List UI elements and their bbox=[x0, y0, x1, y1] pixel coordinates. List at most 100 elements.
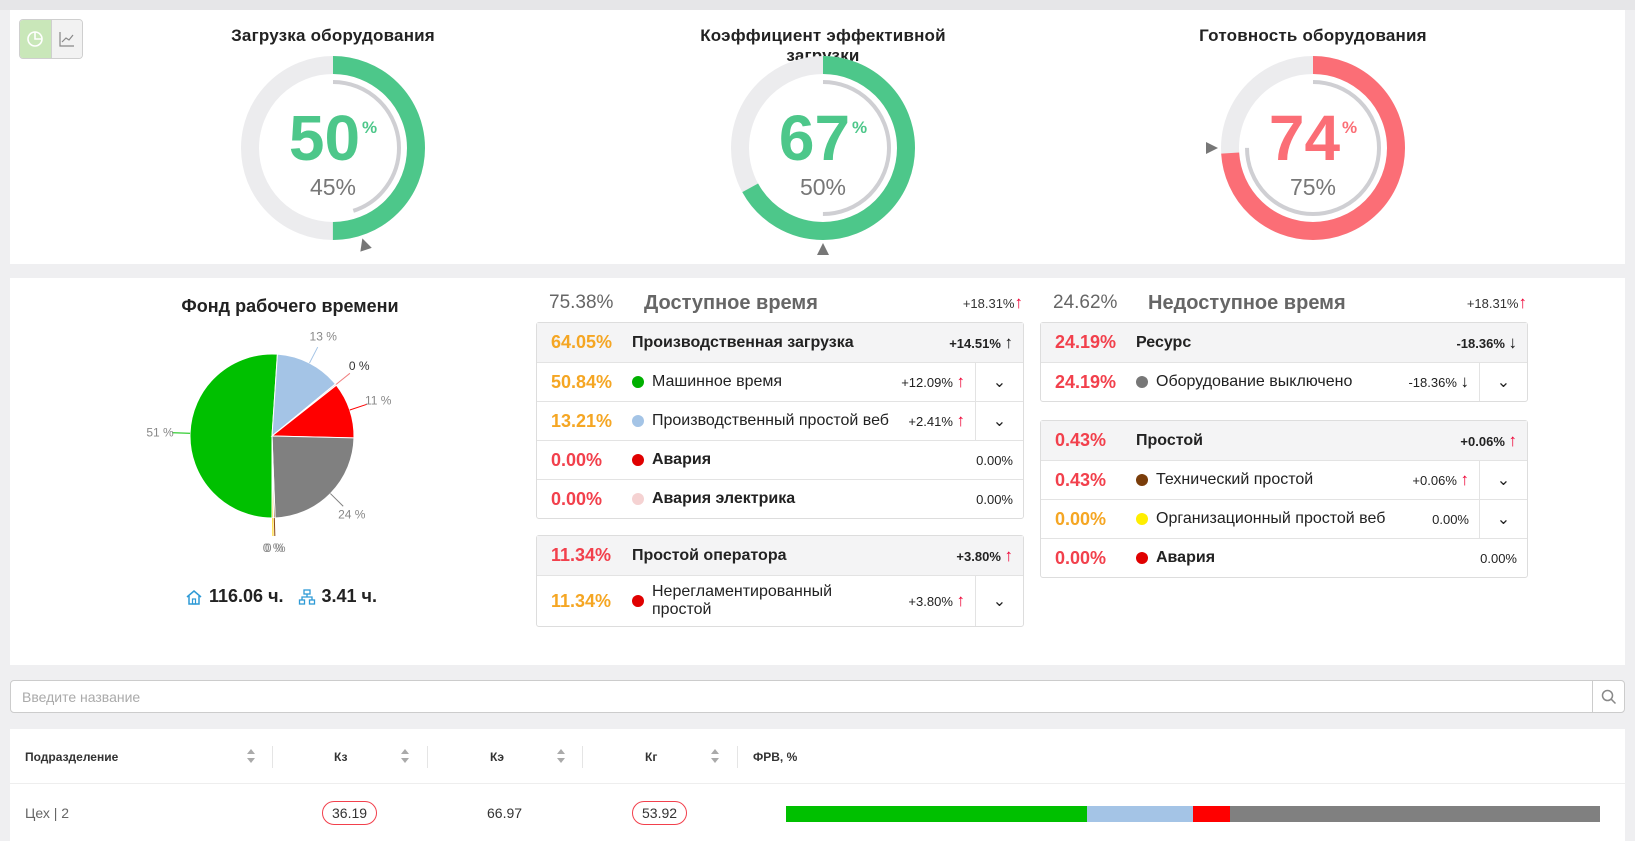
sort-icon[interactable] bbox=[556, 748, 566, 764]
column-header-department[interactable]: Подразделение bbox=[25, 729, 118, 784]
gauge-ring bbox=[1206, 56, 1405, 240]
metric-row[interactable]: 50.84% Машинное время +12.09% ↑ ⌄ bbox=[537, 362, 1023, 401]
arrow-up-icon: ↑ bbox=[956, 591, 966, 610]
metric-label-text: Простой bbox=[1136, 431, 1203, 449]
metric-delta: -18.36% ↓ bbox=[1456, 332, 1517, 352]
sort-icon[interactable] bbox=[400, 748, 410, 764]
column-header-kg[interactable]: Кг bbox=[645, 729, 657, 784]
metric-value: 0.00% bbox=[1055, 508, 1107, 529]
metric-row[interactable]: 13.21% Производственный простой веб +2.41%… bbox=[537, 401, 1023, 440]
legend-dot bbox=[632, 376, 644, 388]
metric-row[interactable]: 0.00% Авария 0.00% bbox=[537, 440, 1023, 479]
pie-slice-label: 13 % bbox=[310, 330, 338, 343]
sort-icon[interactable] bbox=[246, 748, 256, 764]
chevron-down-icon[interactable]: ⌄ bbox=[975, 576, 1023, 626]
chevron-down-icon[interactable]: ⌄ bbox=[1479, 363, 1527, 401]
unavailable-time-title: Недоступное время bbox=[1148, 291, 1346, 314]
chevron-down-icon[interactable]: ⌄ bbox=[1479, 461, 1527, 499]
table-row[interactable]: Цех | 2 36.19 66.97 53.92 bbox=[10, 784, 1625, 841]
line-view-button[interactable] bbox=[50, 20, 82, 58]
arrow-up-icon: ↑ bbox=[1508, 430, 1518, 450]
gauge-value-number: 67 bbox=[778, 102, 851, 174]
arrow-up-icon: ↑ bbox=[1460, 470, 1470, 489]
arrow-up-icon: ↑ bbox=[1004, 332, 1014, 352]
metric-row[interactable]: 24.19% Оборудование выключено -18.36% ↓ ⌄ bbox=[1041, 362, 1527, 401]
arrow-up-icon: ↑ bbox=[956, 372, 966, 391]
gauge-ring bbox=[241, 56, 425, 252]
chevron-down-icon[interactable]: ⌄ bbox=[975, 402, 1023, 440]
column-separator bbox=[427, 746, 428, 768]
chevron-down-icon[interactable]: ⌄ bbox=[1479, 500, 1527, 538]
arrow-up-icon: ↑ bbox=[1014, 293, 1024, 312]
group-header-row: 11.34% Простой оператора +3.80% ↑ bbox=[537, 536, 1023, 575]
metric-value: 0.43% bbox=[1055, 430, 1107, 450]
cell-ke: 66.97 bbox=[487, 804, 523, 821]
gauge-value: 74% bbox=[1163, 106, 1463, 170]
metric-delta: +0.06% ↑ bbox=[1412, 470, 1470, 489]
metric-value: 64.05% bbox=[551, 332, 613, 352]
search-box bbox=[10, 680, 1625, 713]
group-header-row: 64.05% Производственная загрузка +14.51% ↑ bbox=[537, 323, 1023, 362]
column-separator bbox=[582, 746, 583, 768]
metric-label: Авария bbox=[632, 451, 976, 469]
metric-label-text: Производственный простой веб bbox=[652, 412, 889, 429]
legend-dot bbox=[632, 454, 644, 466]
gauge-value-arc bbox=[241, 56, 425, 240]
pie-title: Фонд рабочего времени bbox=[181, 296, 399, 316]
column-header-label: Подразделение bbox=[25, 749, 119, 764]
metric-delta: +3.80% ↑ bbox=[908, 591, 966, 610]
gauge-value-number: 74 bbox=[1268, 102, 1341, 174]
pie-view-button[interactable] bbox=[20, 20, 51, 58]
metric-value: 24.19% bbox=[1055, 371, 1117, 392]
metric-label-text: Авария bbox=[1156, 549, 1216, 566]
column-header-ke[interactable]: Кэ bbox=[490, 729, 504, 784]
metric-row[interactable]: 0.43% Технический простой +0.06% ↑ ⌄ bbox=[1041, 460, 1527, 499]
metric-label: Машинное время bbox=[632, 373, 901, 391]
metric-row[interactable]: 0.00% Организационный простой веб 0.00% ⌄ bbox=[1041, 499, 1527, 538]
gauge-value-unit: % bbox=[362, 118, 378, 137]
gauge-effective-load: Коэффициент эффективной загрузки 67% 50% bbox=[673, 10, 973, 264]
metric-value: 0.00% bbox=[1055, 547, 1107, 568]
available-time-header: 75.38% Доступное время +18.31% ↑ bbox=[549, 292, 1023, 314]
metric-delta: +12.09% ↑ bbox=[901, 372, 966, 391]
pie-slice-label: 11 % bbox=[365, 394, 392, 408]
column-header-label: ФРВ, % bbox=[753, 749, 798, 764]
metric-group: 11.34% Простой оператора +3.80% ↑ 11.34% Нер… bbox=[536, 535, 1024, 627]
gauge-target-arc bbox=[1245, 80, 1381, 216]
search-input[interactable] bbox=[11, 681, 1593, 712]
metric-row[interactable]: 0.00% Авария электрика 0.00% bbox=[537, 479, 1023, 518]
metric-label-text: Машинное время bbox=[652, 373, 783, 390]
cell-kz: 36.19 bbox=[322, 784, 378, 841]
metric-label: Технический простой bbox=[1136, 471, 1412, 489]
metric-row[interactable]: 11.34% Нерегламентированный простой +3.80%… bbox=[537, 575, 1023, 626]
metric-label-text: Авария электрика bbox=[652, 490, 796, 507]
pie-slice-label: 0 % bbox=[265, 541, 286, 555]
column-header-kz[interactable]: Кз bbox=[334, 729, 347, 784]
legend-dot bbox=[632, 595, 644, 607]
pie-slice-label: 24 % bbox=[338, 508, 366, 522]
chevron-down-icon[interactable]: ⌄ bbox=[975, 363, 1023, 401]
sort-icon[interactable] bbox=[710, 748, 720, 764]
metric-label: Оборудование выключено bbox=[1136, 373, 1408, 391]
kz-pill: 36.19 bbox=[322, 800, 378, 825]
metric-delta: +2.41% ↑ bbox=[908, 411, 965, 430]
structure-icon bbox=[298, 588, 315, 605]
gauge-value-unit: % bbox=[852, 118, 868, 137]
metric-delta: +14.51% ↑ bbox=[949, 332, 1014, 352]
metric-label: Авария электрика bbox=[632, 490, 976, 508]
frv-bar-segment bbox=[1229, 806, 1600, 822]
target-marker-icon bbox=[360, 238, 372, 252]
view-toggle bbox=[19, 19, 83, 59]
target-marker-icon bbox=[817, 243, 829, 255]
metric-delta: 0.00% bbox=[976, 452, 1013, 468]
metric-label-text: Нерегламентированный простой bbox=[652, 583, 833, 618]
metric-label: Производственная загрузка bbox=[632, 334, 949, 352]
gauge-value: 67% bbox=[673, 106, 973, 170]
unavailable-time-delta: +18.31% bbox=[1466, 295, 1519, 311]
search-button[interactable] bbox=[1592, 681, 1624, 712]
metric-value: 0.00% bbox=[551, 488, 603, 509]
metric-row[interactable]: 0.00% Авария 0.00% bbox=[1041, 538, 1527, 577]
gauge-target: 50% bbox=[799, 174, 847, 200]
gauge-value-number: 50 bbox=[288, 102, 361, 174]
legend-dot bbox=[1136, 474, 1148, 486]
